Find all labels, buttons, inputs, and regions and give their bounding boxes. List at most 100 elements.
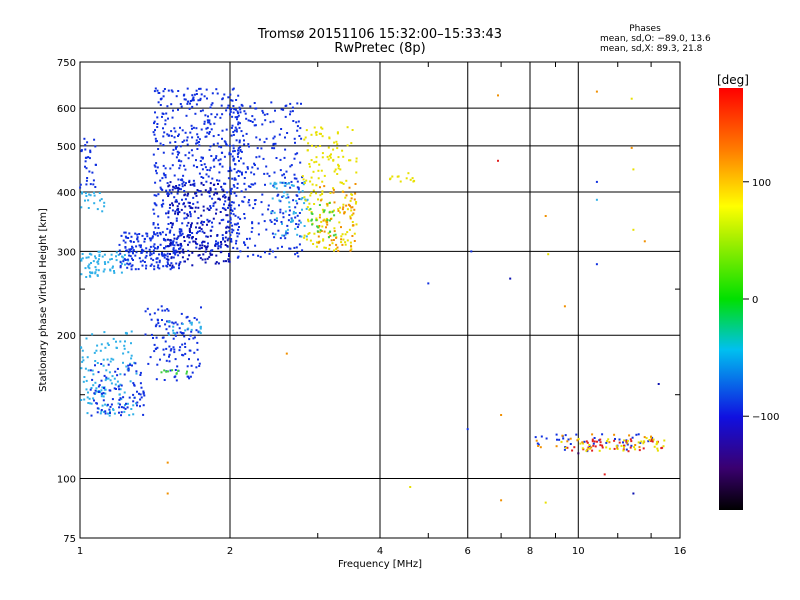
data-point (217, 183, 219, 185)
data-point (319, 231, 322, 234)
data-point (118, 393, 121, 396)
data-point (283, 173, 285, 176)
data-point (195, 232, 198, 235)
data-point (645, 437, 648, 440)
data-point (200, 222, 203, 224)
data-point (315, 184, 318, 187)
data-point (187, 234, 190, 236)
data-point (350, 206, 353, 209)
data-point (189, 215, 192, 218)
data-point (170, 262, 173, 265)
data-point (238, 141, 241, 144)
data-point (80, 273, 83, 276)
data-point (112, 358, 115, 361)
data-point (113, 387, 116, 390)
data-point (587, 446, 590, 449)
data-point (195, 238, 198, 240)
data-point (215, 261, 218, 264)
data-point (215, 240, 217, 243)
data-point (344, 241, 347, 244)
data-point (663, 439, 666, 442)
data-point (200, 156, 203, 159)
data-point (333, 230, 336, 233)
data-point (277, 229, 280, 232)
data-point (124, 246, 127, 248)
data-point (221, 188, 224, 191)
data-point (120, 271, 123, 274)
data-point (183, 236, 185, 239)
data-point (271, 197, 274, 200)
data-point (153, 233, 156, 235)
data-point (160, 97, 163, 100)
data-point (152, 231, 155, 234)
data-point (199, 332, 202, 335)
data-point (81, 360, 84, 363)
data-point (197, 99, 200, 102)
data-point (283, 156, 286, 159)
data-point (337, 156, 340, 159)
data-point (193, 336, 196, 339)
data-point (126, 258, 129, 261)
data-point (155, 257, 158, 260)
data-point (152, 222, 155, 224)
data-point (197, 206, 200, 209)
data-point (87, 256, 90, 259)
data-point (285, 182, 288, 185)
data-point (595, 198, 598, 201)
data-point (131, 250, 134, 253)
data-point (106, 403, 109, 406)
data-point (180, 208, 183, 211)
data-point (219, 211, 222, 213)
data-point (310, 176, 313, 179)
data-point (208, 195, 211, 198)
data-point (537, 443, 540, 446)
data-point (625, 440, 628, 443)
data-point (620, 444, 623, 447)
data-point (224, 244, 227, 246)
data-point (650, 439, 652, 442)
data-point (269, 121, 272, 124)
data-point (227, 237, 230, 240)
data-point (266, 172, 269, 175)
data-point (90, 253, 93, 256)
data-point (231, 88, 234, 91)
data-point (176, 323, 179, 326)
data-point (165, 112, 168, 115)
data-point (103, 374, 106, 377)
data-point (336, 173, 339, 175)
data-point (157, 223, 159, 226)
data-point (102, 399, 105, 402)
data-point (315, 245, 318, 248)
data-point (308, 202, 311, 205)
data-point (195, 139, 198, 142)
data-point (300, 198, 303, 201)
data-point (351, 206, 354, 209)
data-point (167, 193, 170, 196)
data-point (273, 211, 276, 214)
data-point (100, 409, 103, 411)
data-point (251, 227, 254, 230)
data-point (195, 142, 198, 145)
data-point (109, 360, 112, 363)
data-point (283, 234, 286, 237)
data-point (275, 187, 278, 190)
data-point (217, 197, 220, 200)
data-point (147, 362, 150, 365)
data-point (179, 346, 182, 349)
phase-line-x: mean, sd,X: 89.3, 21.8 (600, 44, 703, 54)
data-point (186, 365, 189, 368)
data-point (151, 235, 154, 238)
data-point (251, 115, 254, 118)
data-point (235, 99, 238, 101)
data-point (95, 387, 98, 390)
data-point (308, 165, 311, 168)
data-point (348, 186, 351, 189)
data-point (237, 222, 239, 225)
data-point (285, 352, 288, 355)
data-point (342, 191, 345, 193)
data-point (155, 378, 158, 381)
data-point (149, 264, 152, 267)
data-point (306, 206, 309, 209)
data-point (177, 207, 180, 210)
data-point (219, 246, 222, 249)
